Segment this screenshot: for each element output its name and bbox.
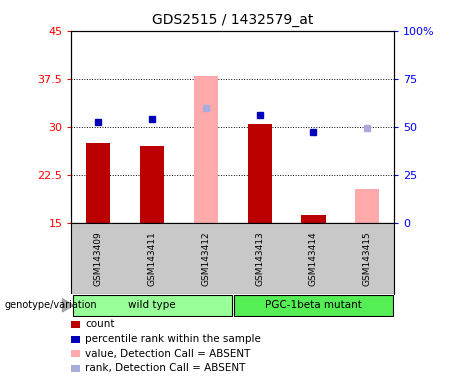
Bar bbox=[86, 143, 111, 223]
Polygon shape bbox=[62, 298, 74, 312]
Bar bbox=[248, 124, 272, 223]
Bar bbox=[140, 146, 164, 223]
Text: count: count bbox=[85, 319, 115, 329]
Text: value, Detection Call = ABSENT: value, Detection Call = ABSENT bbox=[85, 349, 251, 359]
Text: GSM143411: GSM143411 bbox=[148, 231, 157, 286]
Bar bbox=[194, 76, 218, 223]
Title: GDS2515 / 1432579_at: GDS2515 / 1432579_at bbox=[152, 13, 313, 27]
Bar bbox=[72, 295, 232, 316]
Text: GSM143414: GSM143414 bbox=[309, 231, 318, 286]
Text: genotype/variation: genotype/variation bbox=[5, 300, 97, 310]
Bar bbox=[301, 215, 325, 223]
Text: GSM143415: GSM143415 bbox=[363, 231, 372, 286]
Text: rank, Detection Call = ABSENT: rank, Detection Call = ABSENT bbox=[85, 363, 246, 373]
Bar bbox=[355, 189, 379, 223]
Text: GSM143412: GSM143412 bbox=[201, 231, 210, 286]
Bar bbox=[234, 295, 393, 316]
Text: percentile rank within the sample: percentile rank within the sample bbox=[85, 334, 261, 344]
Text: PGC-1beta mutant: PGC-1beta mutant bbox=[265, 300, 362, 310]
Text: wild type: wild type bbox=[128, 300, 176, 310]
Text: GSM143409: GSM143409 bbox=[94, 231, 103, 286]
Text: GSM143413: GSM143413 bbox=[255, 231, 264, 286]
